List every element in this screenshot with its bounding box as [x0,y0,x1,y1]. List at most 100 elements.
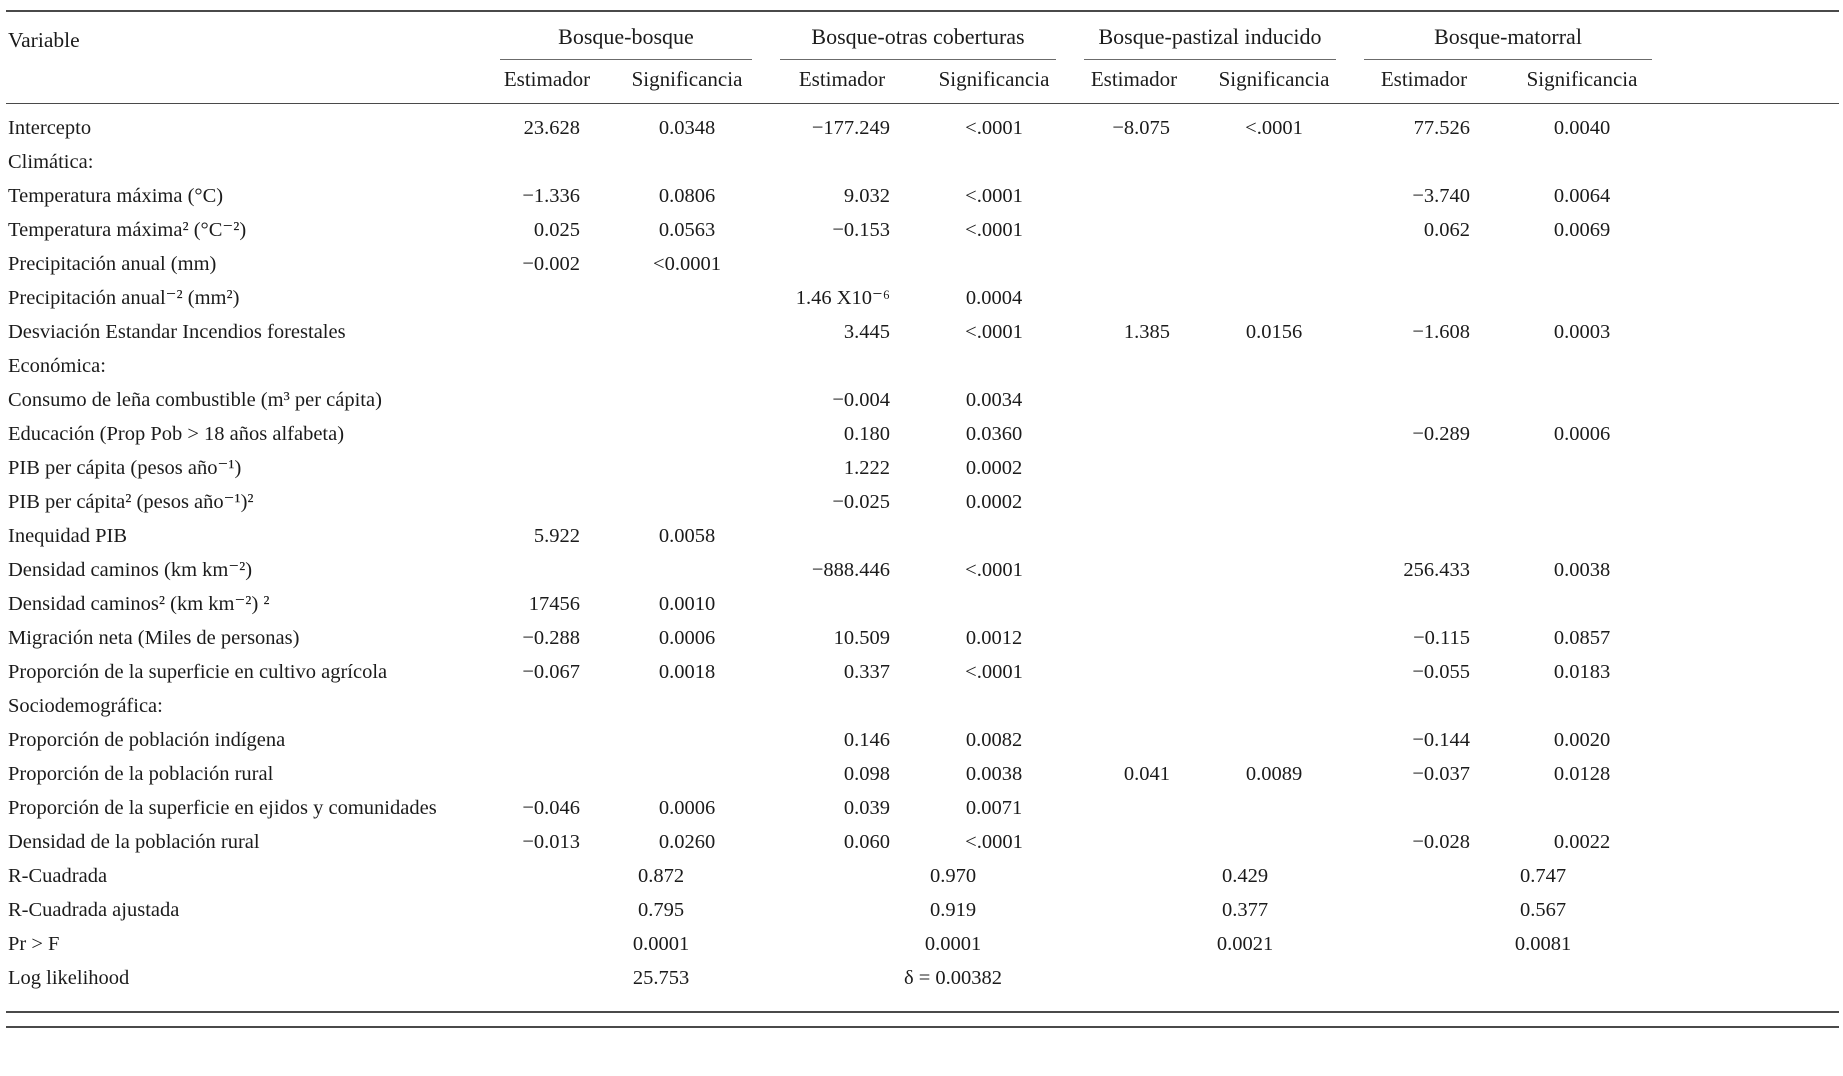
estimador-value: 0.062 [1423,219,1471,241]
significancia-value [1498,689,1666,723]
row-label: Desviación Estandar Incendios forestales [8,321,346,343]
estimador-value [1070,587,1198,621]
estimador-value [1350,485,1498,519]
estimador-value [1350,791,1498,825]
summary-value: 0.567 [1519,899,1567,921]
significancia-value: 0.0064 [1553,185,1611,207]
significancia-value [1498,791,1666,825]
estimador-value: −1.608 [1412,321,1471,343]
significancia-value [918,145,1070,179]
estimador-value [1070,485,1198,519]
summary-value: 0.0021 [1216,933,1274,955]
significancia-value: 0.0004 [965,287,1023,309]
estimador-value: −1.336 [522,185,580,207]
significancia-value [1198,145,1350,179]
significancia-value [1498,587,1666,621]
significancia-value: 0.0020 [1553,729,1611,751]
table-row: Temperatura máxima (°C) −1.336 0.0806 9.032… [6,179,1839,213]
estimador-value [766,247,918,281]
significancia-value: <.0001 [965,661,1023,683]
estimador-value [766,349,918,383]
estimador-value [766,145,918,179]
summary-row: R-Cuadrada 0.872 0.970 0.429 0.747 [6,859,1839,893]
significancia-value [1198,519,1350,553]
estimador-value: −0.037 [1412,763,1471,785]
table-row: PIB per cápita² (pesos año⁻¹)² −0.025 0.00… [6,485,1839,519]
significancia-header: Significancia [608,60,766,104]
summary-row: Pr > F 0.0001 0.0001 0.0021 0.0081 [6,927,1839,961]
estimador-value [486,757,608,791]
table-row: Densidad de la población rural −0.013 0.02… [6,825,1839,859]
estimador-value: −0.055 [1412,661,1471,683]
significancia-header: Significancia [1198,60,1351,104]
significancia-value: 0.0010 [658,593,716,615]
estimador-value: 0.039 [843,797,890,819]
table-row: Proporción de la población rural 0.098 0.0… [6,757,1839,791]
summary-value: 0.377 [1221,899,1269,921]
group-label: Bosque-matorral [1364,24,1653,60]
significancia-value: <.0001 [1245,117,1303,139]
summary-value: 0.919 [929,899,977,921]
significancia-value: 0.0002 [965,491,1023,513]
estimador-value: −0.288 [522,627,580,649]
estimador-value: −0.046 [522,797,580,819]
significancia-value [918,247,1070,281]
table-row: Proporción de la superficie en ejidos y … [6,791,1839,825]
regression-results-table: Variable Bosque-bosque Bosque-otras cobe… [6,10,1840,995]
significancia-value [608,417,766,451]
summary-value: 0.429 [1221,865,1269,887]
estimador-value [486,349,608,383]
estimador-value [1070,791,1198,825]
estimador-value [1070,519,1198,553]
section-row: Climática: [6,145,1839,179]
table-row: Proporción de población indígena 0.146 0.0… [6,723,1839,757]
estimador-value: 1.385 [1123,321,1170,343]
group-label: Bosque-otras coberturas [780,24,1056,60]
summary-value: 0.970 [929,865,977,887]
estimador-value [1070,723,1198,757]
significancia-value [608,281,766,315]
significancia-value: 0.0260 [658,831,716,853]
estimador-value: −0.028 [1412,831,1471,853]
significancia-value: <.0001 [965,559,1023,581]
significancia-value [608,757,766,791]
significancia-value [608,689,766,723]
significancia-value [1498,383,1666,417]
estimador-value: 77.526 [1413,117,1471,139]
section-label: Económica: [8,355,106,377]
significancia-value [1198,213,1350,247]
significancia-value: 0.0806 [658,185,716,207]
subheader-row: Estimador Significancia Estimador Signif… [6,60,1839,104]
significancia-value: 0.0018 [658,661,716,683]
significancia-value [1498,349,1666,383]
estimador-value [1070,825,1198,859]
estimador-header: Estimador [1070,60,1198,104]
significancia-value: 0.0082 [965,729,1023,751]
significancia-value [1198,825,1350,859]
estimador-value: −0.013 [522,831,580,853]
row-label: PIB per cápita (pesos año⁻¹) [8,457,242,479]
estimador-value: 0.041 [1123,763,1170,785]
significancia-value [918,349,1070,383]
row-label: Temperatura máxima² (°C⁻²) [8,219,247,241]
estimador-value: −0.115 [1413,627,1471,649]
significancia-value [1198,417,1350,451]
estimador-value: −0.025 [832,491,890,513]
estimador-value [486,485,608,519]
group-header-row: Variable Bosque-bosque Bosque-otras cobe… [6,11,1840,104]
significancia-value [1498,485,1666,519]
bottom-rule-lower [6,1026,1839,1028]
significancia-value [1198,281,1350,315]
significancia-value [918,519,1070,553]
bottom-rule-upper [6,1011,1839,1013]
significancia-value: 0.0089 [1245,763,1303,785]
table-row: Migración neta (Miles de personas) −0.288… [6,621,1839,655]
significancia-value: 0.0006 [658,627,716,649]
significancia-value [608,315,766,349]
summary-value: 0.795 [637,899,685,921]
row-label: Consumo de leña combustible (m³ per cápi… [8,389,382,411]
group-label: Bosque-bosque [500,24,752,60]
estimador-value [1350,145,1498,179]
significancia-value: 0.0069 [1553,219,1611,241]
summary-value: 25.753 [632,967,690,989]
